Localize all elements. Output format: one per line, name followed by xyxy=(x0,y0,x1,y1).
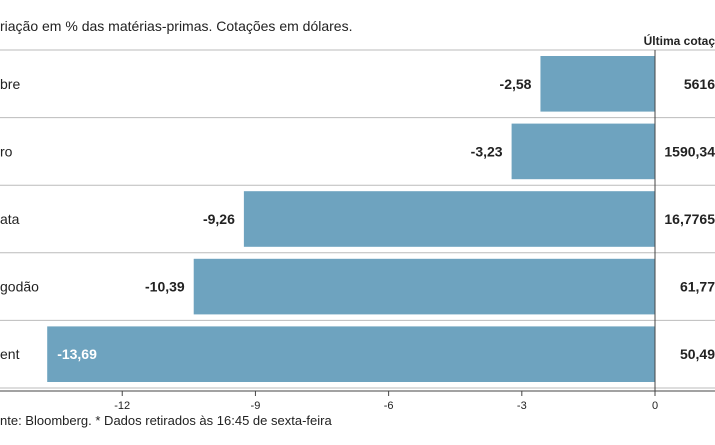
last-quote-value: 5616 xyxy=(684,76,715,92)
bar xyxy=(243,191,655,247)
data-label: -13,69 xyxy=(57,346,97,362)
x-tick-label: -12 xyxy=(114,400,130,412)
chart-rows: bre -2,58 5616 ro -3,23 1590,34 ata -9,26 16,776… xyxy=(0,49,715,389)
data-label: -9,26 xyxy=(203,211,235,227)
x-tick-label: -6 xyxy=(384,400,394,412)
data-label: -3,23 xyxy=(471,143,503,159)
data-label: -10,39 xyxy=(145,279,185,295)
bar xyxy=(193,258,655,315)
x-tick-label: -9 xyxy=(251,400,261,412)
category-label: ro xyxy=(0,143,13,159)
bar xyxy=(511,123,655,180)
bar xyxy=(47,326,656,382)
bar xyxy=(540,56,655,112)
last-quote-value: 50,49 xyxy=(680,346,715,362)
category-label: godão xyxy=(0,279,39,295)
category-label: bre xyxy=(0,76,20,92)
last-quote-value: 61,77 xyxy=(680,279,715,295)
last-quote-value: 1590,34 xyxy=(664,143,715,159)
data-label: -2,58 xyxy=(500,76,532,92)
category-label: ata xyxy=(0,211,20,227)
x-tick-label: -3 xyxy=(517,400,527,412)
x-tick-label: 0 xyxy=(652,400,658,412)
last-quote-value: 16,7765 xyxy=(664,211,715,227)
chart-title: riação em % das matérias-primas. Cotaçõe… xyxy=(0,18,352,34)
category-label: ent xyxy=(0,346,20,362)
footnote: nte: Bloomberg. * Dados retirados às 16:… xyxy=(0,413,332,428)
last-quote-header: Última cotaç xyxy=(644,33,715,48)
x-axis: -12 -9 -6 -3 0 xyxy=(0,50,715,412)
